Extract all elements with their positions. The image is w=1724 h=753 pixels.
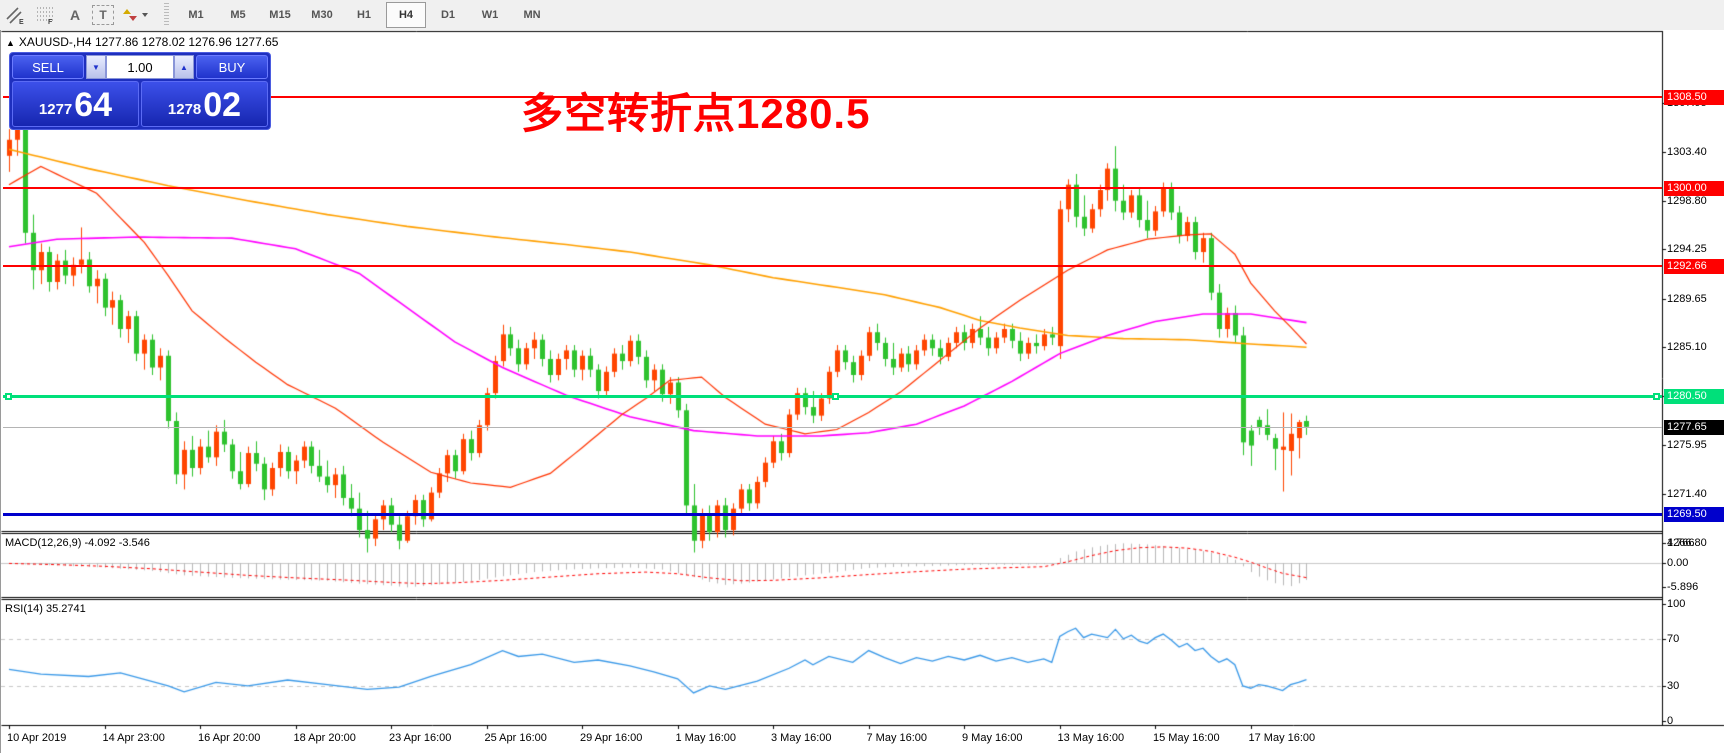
time-axis-label: 14 Apr 23:00 — [102, 732, 165, 744]
timeframe-button-w1[interactable]: W1 — [481, 9, 499, 21]
toolbar-separator — [164, 3, 169, 27]
price-axis-label: 1285.10 — [1667, 341, 1707, 354]
resistance-line-1308-50[interactable] — [3, 96, 1662, 98]
current-price-badge: 1277.65 — [1664, 419, 1724, 435]
buy-price-button[interactable]: 1278 02 — [141, 81, 268, 127]
current-price-line — [3, 426, 1662, 428]
time-axis-label: 10 Apr 2019 — [7, 732, 67, 744]
macd-axis-label: -5.896 — [1667, 581, 1699, 594]
fibonacci-retracement-icon[interactable]: F — [32, 4, 58, 26]
price-badge-1269-50: 1269.50 — [1664, 507, 1724, 522]
macd-indicator-label: MACD(12,26,9) -4.092 -3.546 — [5, 537, 150, 549]
price-axis-label: 1294.25 — [1667, 243, 1707, 256]
time-axis-label: 23 Apr 16:00 — [389, 732, 452, 744]
timeframe-button-h1[interactable]: H1 — [356, 9, 372, 21]
pivot-line-1280-50-handle-2[interactable] — [1653, 392, 1660, 400]
time-axis-label: 17 May 16:00 — [1248, 732, 1316, 744]
sell-price-small: 1277 — [38, 101, 73, 118]
pivot-line-1280-50-handle-0[interactable] — [5, 392, 12, 400]
chart-header: ▲ XAUUSD-,H4 1277.86 1278.02 1276.96 1277… — [6, 35, 278, 49]
timeframe-button-group: M1 M5 M15 M30 H1 H4 D1 W1 MN — [175, 2, 553, 28]
time-axis-label: 3 May 16:00 — [771, 732, 832, 744]
arrows-icon[interactable] — [118, 4, 152, 26]
sell-button[interactable]: SELL — [12, 55, 84, 79]
price-axis-label: 1275.95 — [1667, 439, 1707, 452]
resistance-line-1292-66[interactable] — [3, 265, 1662, 268]
annotation-text[interactable]: 多空转折点1280.5 — [521, 90, 871, 137]
buy-price-big: 02 — [203, 86, 242, 124]
pivot-line-1280-50-handle-1[interactable] — [832, 392, 839, 400]
volume-input[interactable]: 1.00 — [106, 55, 174, 79]
timeframe-button-mn[interactable]: MN — [523, 9, 541, 21]
buy-button[interactable]: BUY — [196, 55, 268, 79]
symbol-timeframe-label: XAUUSD-,H4 — [18, 35, 92, 49]
timeframe-button-d1[interactable]: D1 — [440, 9, 456, 21]
candlestick-chart-canvas[interactable] — [1, 30, 1724, 753]
rsi-axis-label: 0 — [1667, 715, 1674, 728]
rsi-axis-label: 70 — [1667, 632, 1680, 645]
resistance-line-1300-00[interactable] — [3, 186, 1662, 189]
time-axis-label: 15 May 16:00 — [1153, 732, 1220, 744]
text-icon[interactable]: A — [69, 7, 81, 23]
collapse-triangle-icon[interactable]: ▲ — [6, 38, 15, 48]
time-axis-label: 1 May 16:00 — [675, 732, 737, 744]
timeframe-button-m5[interactable]: M5 — [230, 9, 246, 21]
support-line-1269-50[interactable] — [3, 512, 1662, 516]
price-badge-1280-50: 1280.50 — [1664, 389, 1724, 405]
volume-decrease-button[interactable]: ▼ — [86, 55, 106, 79]
volume-increase-button[interactable]: ▲ — [174, 55, 194, 79]
timeframe-button-m15[interactable]: M15 — [269, 9, 291, 21]
time-axis-label: 18 Apr 20:00 — [293, 732, 356, 744]
timeframe-button-h4[interactable]: H4 — [386, 2, 426, 28]
svg-text:E: E — [19, 19, 24, 25]
macd-axis-label: 0.00 — [1667, 557, 1689, 569]
price-axis-label: 1271.40 — [1667, 487, 1707, 500]
timeframe-button-m1[interactable]: M1 — [188, 9, 204, 21]
sell-price-big: 64 — [74, 86, 113, 124]
time-axis-label: 13 May 16:00 — [1057, 732, 1125, 744]
rsi-axis-label: 30 — [1667, 679, 1680, 692]
sell-price-button[interactable]: 1277 64 — [12, 81, 139, 127]
text-label-icon[interactable]: T — [92, 5, 114, 25]
price-axis-label: 1298.80 — [1667, 194, 1707, 207]
ohlc-values: 1277.86 1278.02 1276.96 1277.65 — [94, 35, 279, 49]
price-badge-1292-66: 1292.66 — [1664, 259, 1724, 275]
price-badge-1300-00: 1300.00 — [1664, 180, 1724, 196]
toolbar: E F A T M1 M5 M15 M30 H1 H4 D1 W1 MN — [0, 0, 1724, 31]
time-axis-label: 16 Apr 20:00 — [198, 732, 261, 744]
buy-price-small: 1278 — [167, 101, 202, 118]
one-click-trading-panel: SELL ▼ 1.00 ▲ BUY 1277 64 1278 02 — [9, 52, 271, 130]
price-badge-1308-50: 1308.50 — [1664, 90, 1724, 105]
time-axis-label: 25 Apr 16:00 — [484, 732, 547, 744]
price-axis-label: 1289.65 — [1667, 292, 1707, 305]
equidistant-channel-icon[interactable]: E — [2, 4, 28, 26]
price-axis-label: 1303.40 — [1667, 145, 1707, 158]
macd-axis-label: 4.766 — [1667, 537, 1695, 550]
price-axis-label: 1266.80 — [1667, 536, 1707, 549]
chart-window: ▲ XAUUSD-,H4 1277.86 1278.02 1276.96 1277… — [0, 30, 1724, 753]
timeframe-button-m30[interactable]: M30 — [311, 9, 333, 21]
time-axis-label: 7 May 16:00 — [866, 732, 928, 744]
svg-text:F: F — [48, 19, 53, 25]
time-axis-label: 29 Apr 16:00 — [580, 732, 643, 744]
rsi-axis-label: 100 — [1667, 597, 1686, 610]
time-axis-label: 9 May 16:00 — [962, 732, 1023, 744]
rsi-indicator-label: RSI(14) 35.2741 — [5, 603, 86, 615]
